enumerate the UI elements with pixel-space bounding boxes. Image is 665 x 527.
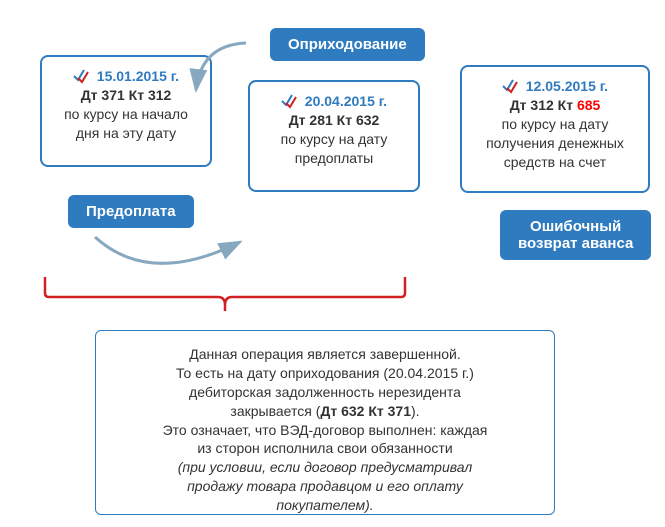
card2-entry: Дт 281 Кт 632: [262, 111, 406, 130]
card2-desc: по курсу на дату предоплаты: [262, 130, 406, 168]
card3-entry-red: 685: [577, 97, 600, 113]
check-icon: [73, 68, 91, 86]
label3-line2: возврат аванса: [518, 235, 633, 252]
card3-desc: по курсу на дату получения денежных сред…: [474, 115, 636, 172]
bottom-l6: (при условии, если договор предусматрива…: [116, 458, 534, 477]
bottom-l5: из сторон исполнила свои обязанности: [116, 439, 534, 458]
bottom-l8: покупателем).: [116, 496, 534, 515]
bottom-l1: Данная операция является завершенной.: [116, 345, 534, 364]
bracket: [40, 275, 410, 313]
card-refund: 12.05.2015 г. Дт 312 Кт 685 по курсу на …: [460, 65, 650, 193]
card3-entry: Дт 312 Кт 685: [474, 96, 636, 115]
bottom-l2a: То есть на дату оприходования (20.04.201…: [116, 364, 534, 383]
label2-text: Оприходование: [288, 36, 407, 53]
card2-date: 20.04.2015 г.: [305, 93, 387, 109]
bottom-l3c: ).: [411, 403, 420, 419]
card-receipt: 20.04.2015 г. Дт 281 Кт 632 по курсу на …: [248, 80, 420, 192]
bottom-l7: продажу товара продавцом и его оплату: [116, 477, 534, 496]
bottom-l3a: закрывается (: [230, 403, 320, 419]
label-refund: Ошибочный возврат аванса: [500, 210, 651, 260]
bottom-l4: Это означает, что ВЭД-договор выполнен: …: [116, 421, 534, 440]
explanation-box: Данная операция является завершенной. То…: [95, 330, 555, 515]
bottom-l3: закрывается (Дт 632 Кт 371).: [116, 402, 534, 421]
card3-entry-prefix: Дт 312 Кт: [510, 97, 577, 113]
label-prepayment: Предоплата: [68, 195, 194, 228]
bottom-l3b: Дт 632 Кт 371: [320, 403, 411, 419]
card1-entry: Дт 371 Кт 312: [54, 86, 198, 105]
label1-text: Предоплата: [86, 203, 176, 220]
check-icon: [281, 93, 299, 111]
card3-date: 12.05.2015 г.: [526, 78, 608, 94]
label3-line1: Ошибочный: [530, 218, 621, 235]
card1-desc: по курсу на начало дня на эту дату: [54, 105, 198, 143]
check-icon: [502, 78, 520, 96]
bottom-l2b: дебиторская задолженность нерезидента: [116, 383, 534, 402]
card1-date: 15.01.2015 г.: [97, 68, 179, 84]
arrow-receipt-to-prepay: [186, 35, 251, 97]
label-receipt: Оприходование: [270, 28, 425, 61]
